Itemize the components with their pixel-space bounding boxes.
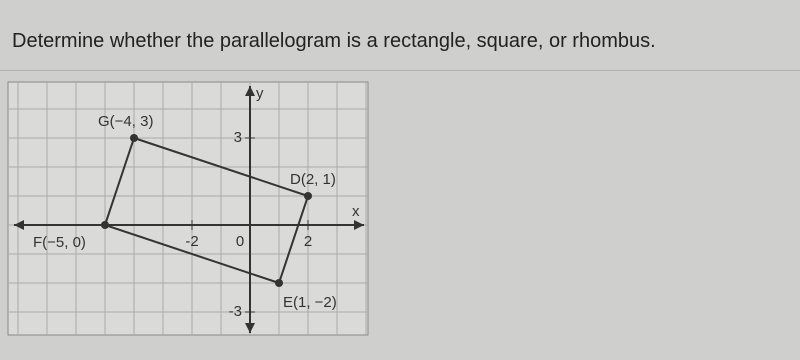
y-tick-label: -3	[229, 303, 242, 320]
y-axis-label: y	[256, 85, 264, 102]
vertex	[275, 279, 283, 287]
y-tick-label: 3	[234, 129, 242, 146]
vertex-label: D(2, 1)	[290, 171, 336, 188]
vertex-label: E(1, −2)	[283, 294, 337, 311]
vertex	[130, 134, 138, 142]
vertex-label: G(−4, 3)	[98, 113, 153, 130]
arrow	[14, 220, 24, 230]
vertex	[304, 192, 312, 200]
vertex	[101, 221, 109, 229]
x-tick-label: 0	[236, 233, 244, 250]
arrow	[354, 220, 364, 230]
vertex-label: F(−5, 0)	[33, 234, 86, 251]
arrow	[245, 86, 255, 96]
divider	[0, 70, 800, 71]
x-tick-label: -2	[185, 233, 198, 250]
arrow	[245, 323, 255, 333]
x-tick-label: 2	[304, 233, 312, 250]
question: Determine whether the parallelogram is a…	[12, 30, 656, 52]
x-axis-label: x	[352, 203, 360, 220]
